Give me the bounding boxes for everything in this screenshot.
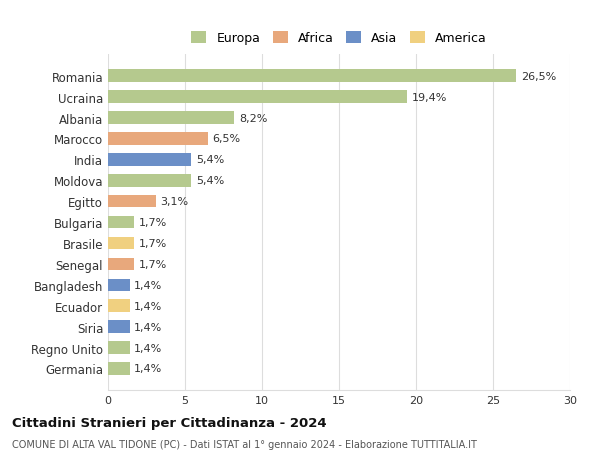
Text: 1,4%: 1,4% <box>134 343 163 353</box>
Bar <box>108 196 156 208</box>
Bar <box>108 174 191 187</box>
Text: 1,7%: 1,7% <box>139 259 167 269</box>
Text: Cittadini Stranieri per Cittadinanza - 2024: Cittadini Stranieri per Cittadinanza - 2… <box>12 416 326 429</box>
Text: 6,5%: 6,5% <box>213 134 241 144</box>
Text: 26,5%: 26,5% <box>521 72 556 82</box>
Text: 1,7%: 1,7% <box>139 218 167 228</box>
Text: 19,4%: 19,4% <box>412 92 447 102</box>
Bar <box>108 70 516 83</box>
Text: 1,4%: 1,4% <box>134 301 163 311</box>
Bar <box>108 363 130 375</box>
Bar <box>108 237 134 250</box>
Text: 1,7%: 1,7% <box>139 239 167 248</box>
Bar <box>108 91 407 104</box>
Text: 3,1%: 3,1% <box>160 197 188 207</box>
Legend: Europa, Africa, Asia, America: Europa, Africa, Asia, America <box>188 28 490 49</box>
Text: 1,4%: 1,4% <box>134 364 163 374</box>
Bar <box>108 321 130 333</box>
Bar <box>108 279 130 291</box>
Bar <box>108 258 134 271</box>
Text: 5,4%: 5,4% <box>196 155 224 165</box>
Bar <box>108 133 208 146</box>
Bar <box>108 216 134 229</box>
Bar <box>108 154 191 166</box>
Text: 1,4%: 1,4% <box>134 322 163 332</box>
Text: COMUNE DI ALTA VAL TIDONE (PC) - Dati ISTAT al 1° gennaio 2024 - Elaborazione TU: COMUNE DI ALTA VAL TIDONE (PC) - Dati IS… <box>12 439 477 449</box>
Bar <box>108 341 130 354</box>
Bar <box>108 112 234 124</box>
Text: 5,4%: 5,4% <box>196 176 224 186</box>
Text: 8,2%: 8,2% <box>239 113 267 123</box>
Text: 1,4%: 1,4% <box>134 280 163 290</box>
Bar <box>108 300 130 312</box>
